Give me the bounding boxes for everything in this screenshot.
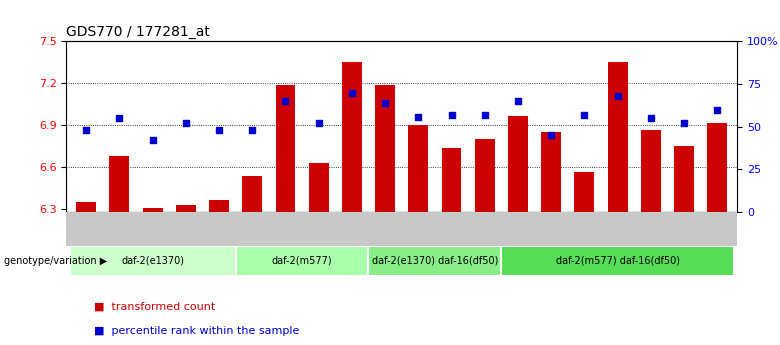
Bar bbox=[674, 146, 694, 212]
Point bbox=[445, 112, 458, 118]
Point bbox=[279, 98, 292, 104]
Text: ■  transformed count: ■ transformed count bbox=[94, 302, 214, 312]
Point bbox=[644, 116, 657, 121]
Point bbox=[179, 121, 192, 126]
Point bbox=[545, 132, 558, 138]
Bar bbox=[109, 156, 129, 212]
Point bbox=[246, 127, 258, 133]
Bar bbox=[209, 199, 229, 212]
Bar bbox=[143, 208, 162, 212]
Bar bbox=[243, 176, 262, 212]
Text: daf-2(e1370): daf-2(e1370) bbox=[121, 256, 184, 266]
Text: daf-2(m577) daf-16(df50): daf-2(m577) daf-16(df50) bbox=[555, 256, 679, 266]
Bar bbox=[541, 132, 561, 212]
Bar bbox=[176, 205, 196, 212]
Text: ■  percentile rank within the sample: ■ percentile rank within the sample bbox=[94, 326, 299, 336]
Point bbox=[612, 93, 624, 99]
Point bbox=[147, 138, 159, 143]
Bar bbox=[409, 125, 428, 212]
Bar bbox=[508, 116, 528, 212]
Text: daf-2(e1370) daf-16(df50): daf-2(e1370) daf-16(df50) bbox=[372, 256, 498, 266]
Bar bbox=[275, 85, 296, 212]
Text: daf-2(m577): daf-2(m577) bbox=[271, 256, 332, 266]
Bar bbox=[309, 163, 328, 212]
Bar bbox=[475, 139, 495, 212]
Bar bbox=[707, 122, 727, 212]
Point bbox=[412, 114, 424, 119]
Text: genotype/variation ▶: genotype/variation ▶ bbox=[4, 256, 107, 266]
Point bbox=[213, 127, 225, 133]
Point bbox=[512, 98, 524, 104]
Point bbox=[80, 127, 93, 133]
Text: GDS770 / 177281_at: GDS770 / 177281_at bbox=[66, 25, 210, 39]
Bar bbox=[441, 148, 462, 212]
Bar bbox=[608, 62, 628, 212]
Point bbox=[379, 100, 392, 106]
Point bbox=[578, 112, 590, 118]
Point bbox=[711, 107, 723, 112]
Bar bbox=[76, 203, 96, 212]
Point bbox=[113, 116, 126, 121]
Point bbox=[478, 112, 491, 118]
Point bbox=[313, 121, 325, 126]
Bar bbox=[641, 130, 661, 212]
Point bbox=[346, 90, 358, 95]
Point bbox=[678, 121, 690, 126]
Bar bbox=[342, 62, 362, 212]
Bar bbox=[574, 171, 594, 212]
Bar bbox=[375, 85, 395, 212]
